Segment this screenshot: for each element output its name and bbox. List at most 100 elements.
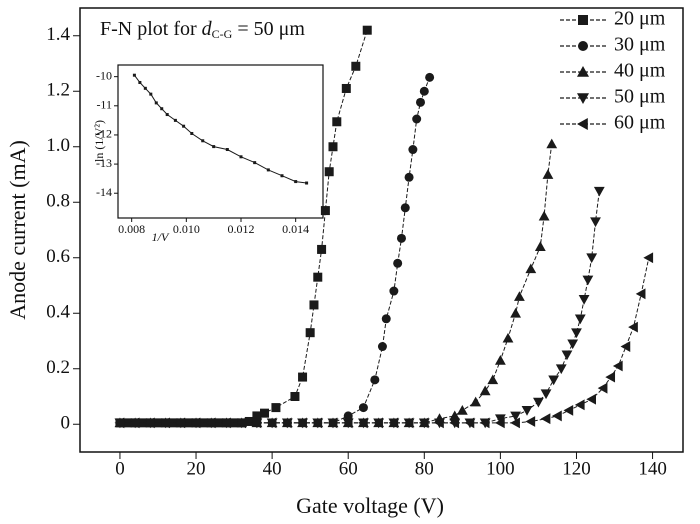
marker (415, 97, 425, 107)
legend-label: 20 μm (614, 8, 666, 30)
marker (548, 375, 560, 386)
marker (552, 410, 562, 422)
marker (309, 300, 319, 310)
inset-x-tick-label: 0.010 (173, 222, 200, 236)
marker (343, 411, 353, 421)
plot-frame (79, 7, 684, 453)
marker (305, 328, 315, 338)
legend-label: 40 μm (614, 60, 666, 82)
marker (388, 417, 399, 429)
inset-x-tick-label: 0.014 (282, 222, 309, 236)
legend-marker (578, 41, 588, 51)
marker (479, 417, 490, 429)
marker (586, 393, 597, 405)
marker (404, 172, 414, 182)
legend-label: 30 μm (614, 34, 666, 56)
marker (252, 411, 262, 421)
inset-point (239, 155, 243, 159)
marker (313, 272, 323, 282)
marker (408, 145, 418, 155)
marker (358, 417, 368, 429)
marker (521, 406, 533, 416)
inset-point (294, 180, 298, 184)
marker (563, 404, 574, 416)
legend-label: 50 μm (614, 86, 666, 108)
inset-frame (117, 64, 324, 219)
marker (221, 417, 231, 429)
inset-point (143, 86, 147, 90)
marker (434, 417, 444, 429)
inset-y-tick-label: -11 (96, 98, 112, 112)
marker (403, 417, 414, 429)
x-tick-label: 40 (263, 458, 282, 479)
marker (456, 404, 468, 415)
marker (389, 286, 399, 296)
x-tick-label: 20 (187, 458, 206, 479)
marker (487, 374, 499, 385)
inset-point (253, 161, 257, 165)
inset-point (173, 118, 177, 122)
marker (138, 418, 148, 428)
x-tick-label: 100 (486, 458, 515, 479)
marker (175, 417, 186, 429)
inset-point (305, 181, 309, 185)
inset-x-tick-label: 0.008 (118, 222, 145, 236)
x-tick-label: 60 (339, 458, 358, 479)
marker (271, 403, 281, 413)
marker (464, 417, 475, 429)
inset-y-tick-label: -13 (96, 156, 112, 170)
legend-marker (577, 93, 589, 104)
marker (370, 375, 380, 385)
marker (205, 417, 216, 429)
inset-point (154, 101, 158, 105)
inset-point (132, 73, 136, 77)
marker (266, 417, 277, 429)
marker (449, 417, 460, 429)
inset-y-tick-label: -10 (96, 68, 112, 82)
annotation-subscript: C-G (212, 27, 233, 41)
series-line (119, 257, 650, 424)
marker (362, 25, 372, 35)
marker (582, 275, 594, 286)
marker (297, 417, 307, 429)
marker (567, 339, 579, 350)
marker (332, 117, 342, 127)
x-tick-label: 140 (638, 458, 667, 479)
marker (449, 410, 461, 421)
inset-point (212, 145, 216, 149)
y-tick-label: 0.8 (46, 191, 70, 212)
marker (574, 399, 585, 411)
inset-x-label: 1/V (152, 230, 170, 244)
marker (546, 138, 558, 149)
inset-y-tick-label: -14 (96, 185, 112, 199)
marker (643, 252, 654, 264)
inset-y-tick-label: -12 (96, 127, 112, 141)
marker (160, 417, 170, 429)
y-axis-label: Anode current (mA) (5, 140, 30, 320)
marker (236, 417, 247, 429)
inset-point (190, 131, 194, 135)
inset-point (160, 107, 164, 111)
marker (590, 217, 601, 228)
y-tick-label: 1.4 (46, 24, 70, 45)
marker (377, 342, 387, 352)
marker (351, 61, 361, 71)
x-tick-label: 80 (415, 458, 434, 479)
annotation-text: F-N plot for (100, 18, 202, 40)
inset-point (280, 174, 284, 178)
inset-point (138, 80, 142, 84)
marker (114, 417, 125, 429)
marker (561, 350, 573, 361)
marker (510, 417, 520, 429)
marker (290, 392, 300, 401)
marker (538, 210, 550, 221)
annotation-variable: d (202, 18, 213, 40)
marker (358, 403, 368, 413)
marker (578, 295, 590, 305)
inset-y-label: ln (1/V²) (92, 120, 106, 162)
marker (244, 416, 254, 426)
marker (470, 396, 482, 407)
marker (533, 397, 544, 408)
